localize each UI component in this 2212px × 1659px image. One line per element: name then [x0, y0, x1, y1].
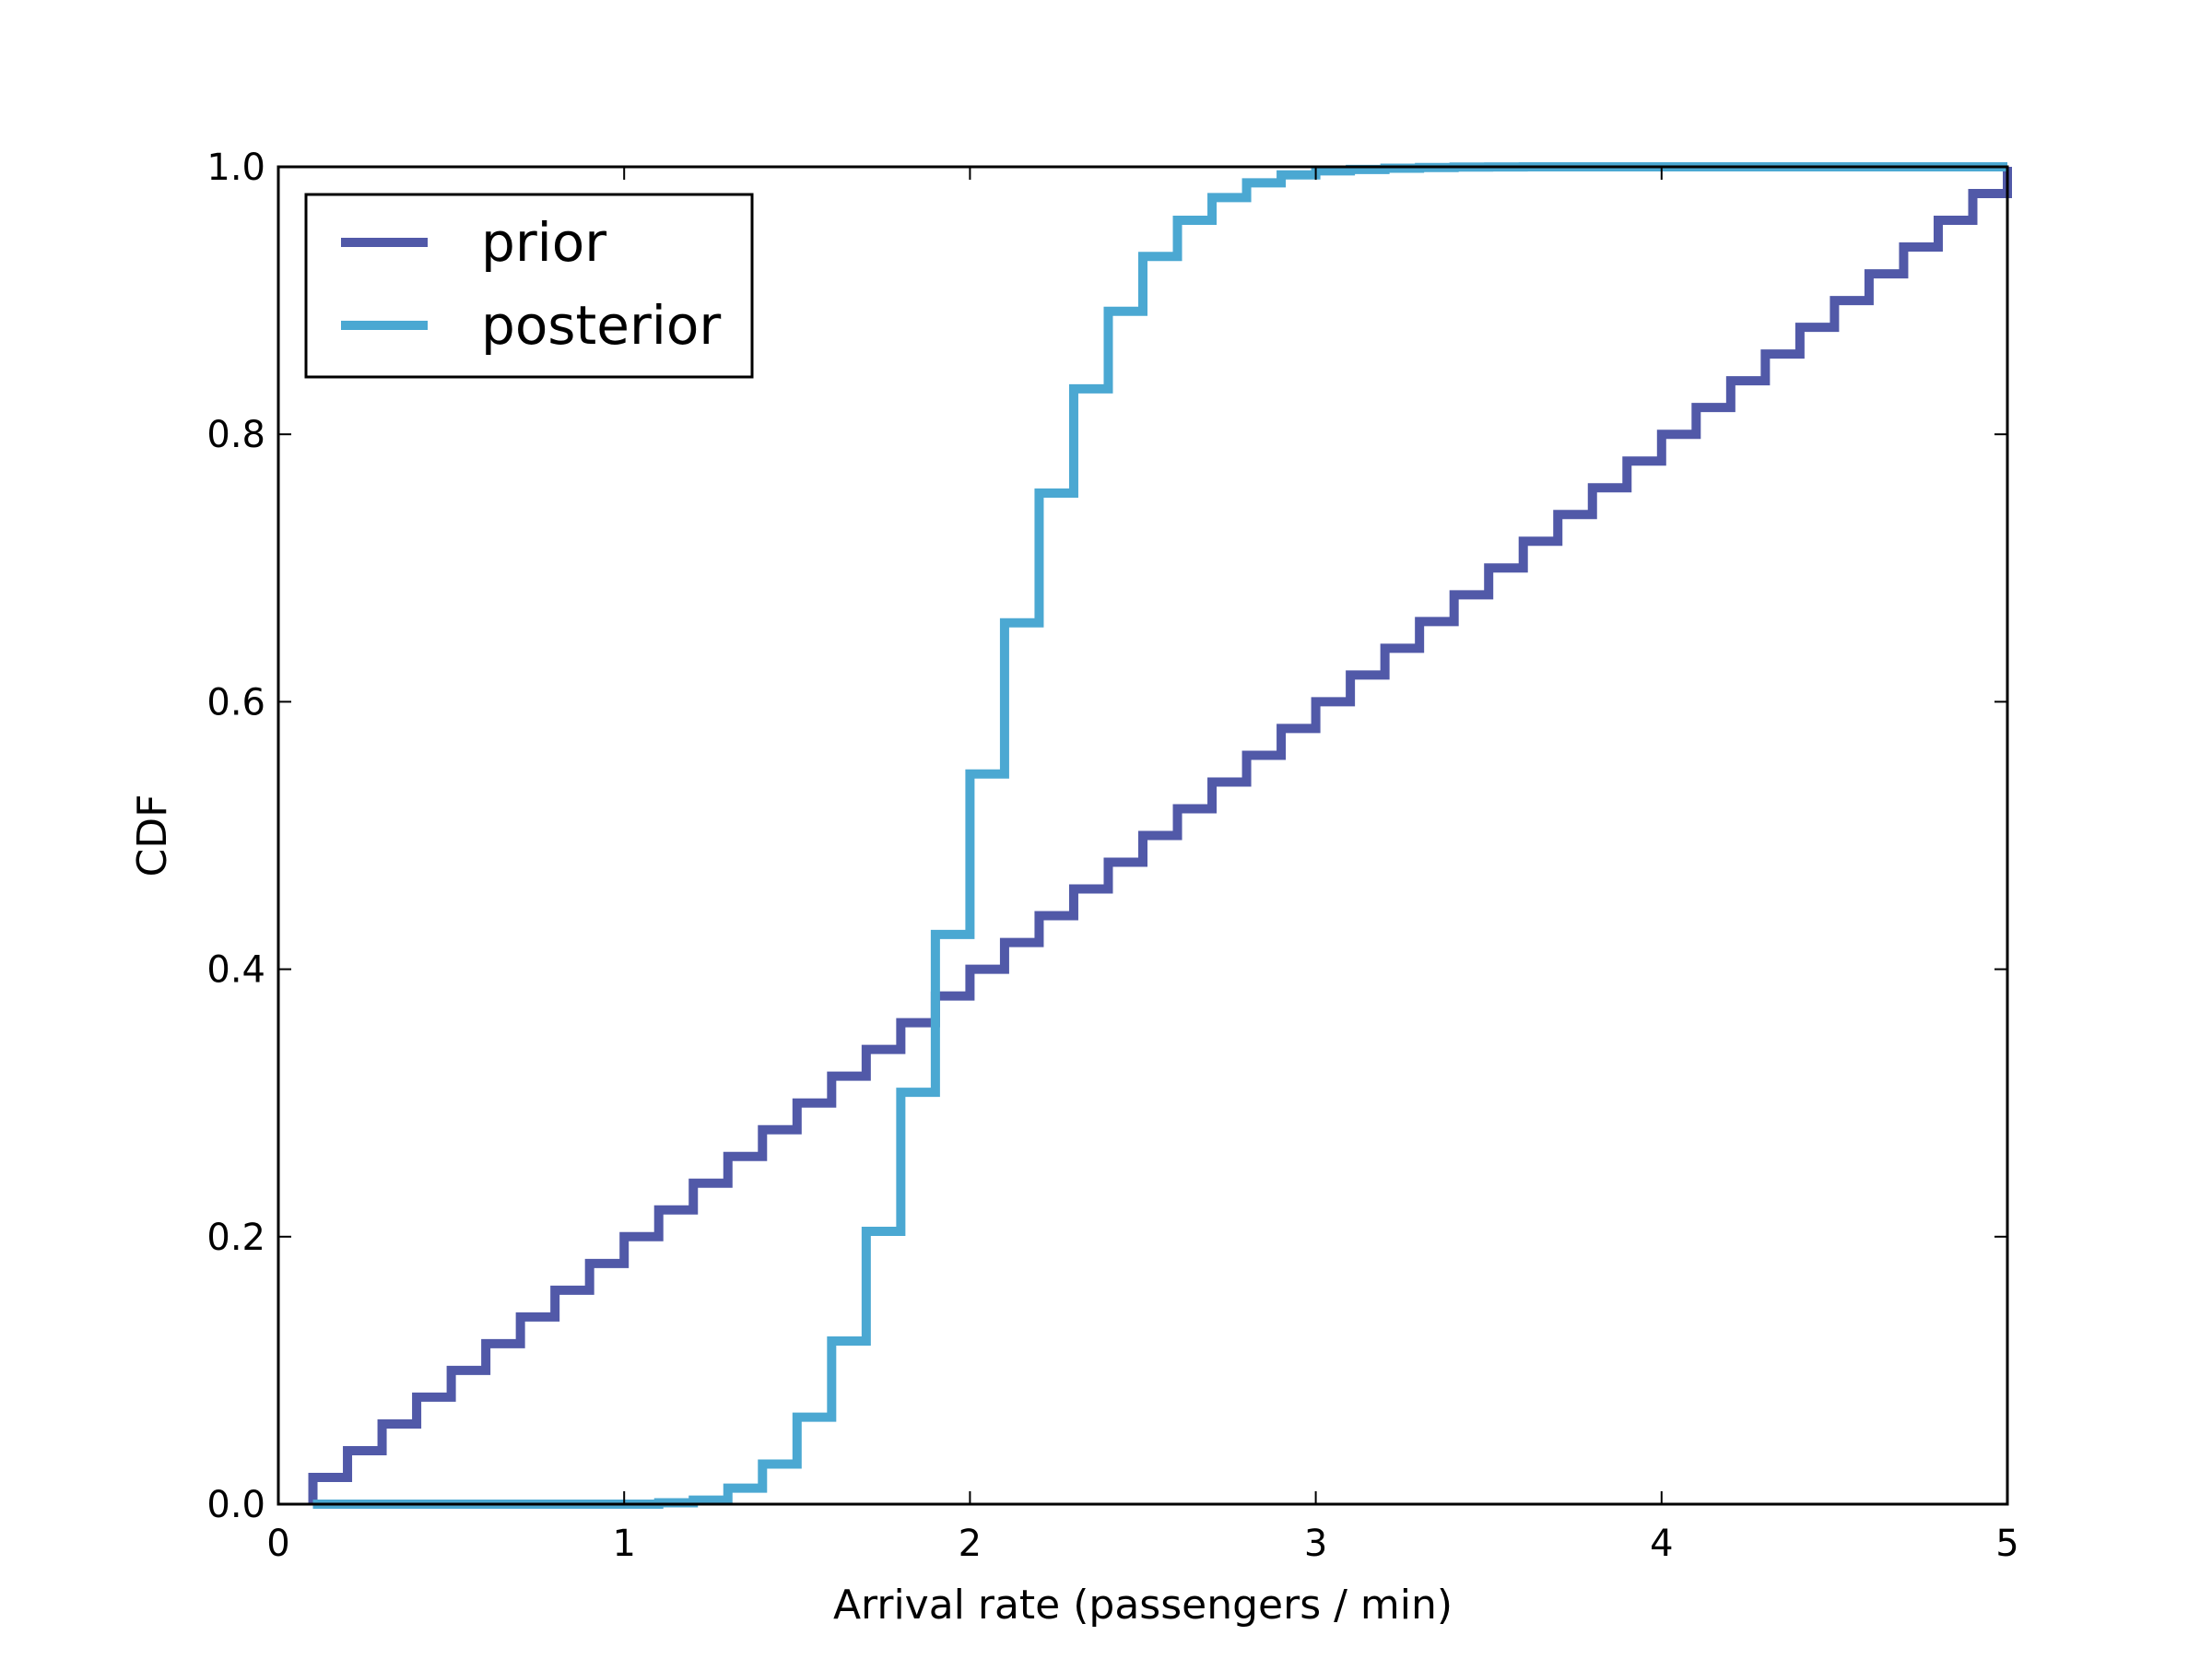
y-axis-label: CDF	[129, 794, 176, 877]
legend: prior posterior	[304, 193, 754, 379]
x-tick-label: 4	[1650, 1523, 1673, 1565]
y-tick-label: 0.6	[206, 681, 265, 724]
x-tick-label: 3	[1304, 1523, 1327, 1565]
x-tick-label: 2	[959, 1523, 982, 1565]
ticks-layer: 0 1 2 3 4 5 0.0 0.2 0.4 0.6 0.8 1.0	[206, 147, 2018, 1565]
legend-box	[304, 193, 754, 379]
y-tick-label: 1.0	[206, 147, 265, 189]
y-tick-label: 0.8	[206, 414, 265, 456]
x-tick-label: 0	[266, 1523, 289, 1565]
x-axis-label: Arrival rate (passengers / min)	[833, 1582, 1453, 1629]
legend-label-prior: prior	[481, 211, 606, 274]
plot-frame	[276, 165, 2009, 1506]
x-tick-label: 5	[1995, 1523, 2018, 1565]
x-tick-label: 1	[612, 1523, 635, 1565]
legend-label-posterior: posterior	[481, 294, 721, 357]
y-tick-label: 0.4	[206, 949, 265, 992]
y-tick-label: 0.0	[206, 1484, 265, 1526]
series-line-prior	[308, 167, 2012, 1504]
y-tick-label: 0.2	[206, 1217, 265, 1259]
